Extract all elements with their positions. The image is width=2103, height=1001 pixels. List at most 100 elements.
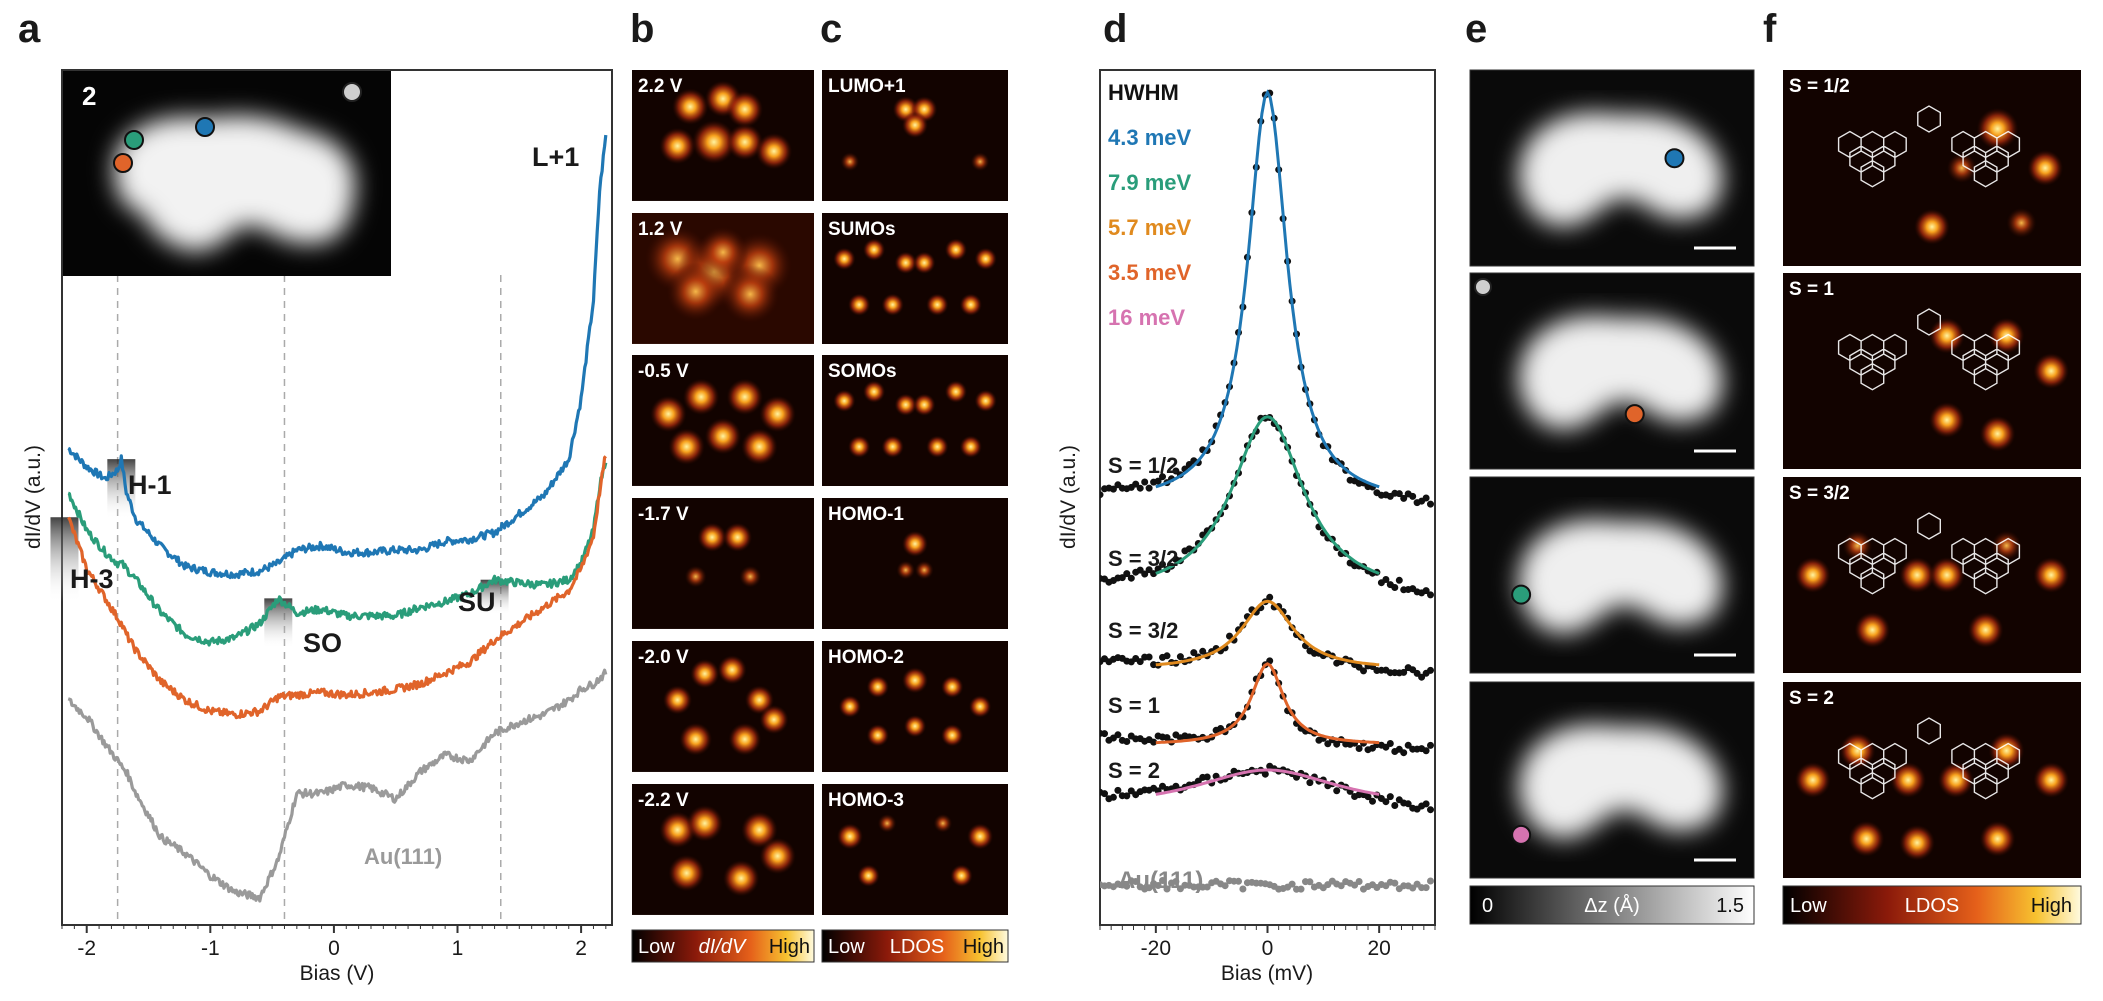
x-tick-label-0: -2	[77, 937, 96, 960]
inset-molecule	[114, 115, 355, 252]
tile-f-1-lattice	[1837, 308, 2021, 391]
tile-c-3-lobe-1	[896, 560, 915, 580]
tile-f-2-lobe-5	[2033, 557, 2070, 593]
tile-c-5-lobe-2	[933, 814, 953, 833]
tile-e-3	[1469, 681, 1755, 879]
hwhm-label-0: 4.3 meV	[1108, 125, 1191, 150]
tile-c-1-lobe-0	[833, 247, 856, 271]
tile-b-2-lobe-4	[668, 428, 705, 465]
label-h3: H-3	[70, 564, 114, 594]
tile-b-5: -2.2 V	[632, 784, 814, 915]
tile-b-3-lobe-1	[723, 522, 753, 552]
tile-c-0-lobe-3	[840, 152, 860, 171]
tile-f-2-lobe-2	[1899, 557, 1935, 593]
tile-f-1-lobe-3	[1929, 402, 1965, 438]
tile-c-4-label: HOMO-2	[828, 647, 904, 668]
tile-e-3-molecule	[1518, 724, 1723, 839]
tile-c-5-lobe-4	[857, 864, 880, 887]
tile-b-2-lobe-6	[741, 428, 778, 465]
tile-c-1-lobe-8	[926, 293, 949, 316]
inset-marker-blue	[195, 117, 215, 137]
tile-c-2-lobe-7	[881, 435, 904, 458]
tile-e-0-shape	[1518, 112, 1723, 227]
tile-c-1-lobe-7	[881, 293, 904, 316]
colorbar-e-mid: Δz (Å)	[1584, 894, 1640, 917]
tile-c-0: LUMO+1	[822, 70, 1008, 201]
tile-b-4-lobe-2	[662, 685, 693, 715]
panel-a-spectra	[67, 134, 608, 903]
colorbar-c-low: Low	[828, 936, 865, 958]
colorbar-b	[631, 929, 815, 963]
tile-f-2-lattice	[1837, 512, 2021, 595]
tile-b-3-label: -1.7 V	[638, 504, 689, 525]
tile-c-2-label: SOMOs	[828, 361, 897, 382]
tile-b-5-lobe-0	[659, 811, 696, 849]
tile-f-1-lobe-2	[2033, 353, 2070, 389]
panel-a-x-axis: -2 -1 0 1 2	[61, 925, 607, 960]
tile-b-0: 2.2 V	[632, 70, 814, 201]
tile-c-2-lobe-0	[833, 389, 856, 413]
tile-f-3-lobe-3	[1937, 762, 1974, 798]
tile-c-4-lobe-7	[941, 724, 964, 747]
series-orange	[67, 455, 607, 720]
tile-b-0-label: 2.2 V	[638, 76, 683, 97]
colorbar-f-mid: LDOS	[1905, 895, 1959, 917]
hwhm-label-4: 16 meV	[1108, 305, 1185, 330]
tile-f-0-lobe-2	[1946, 153, 1977, 183]
hwhm-label-3: 3.5 meV	[1108, 260, 1191, 285]
tile-f-2-lobe-3	[1929, 557, 1965, 593]
tile-f-3-label: S = 2	[1789, 688, 1834, 709]
tile-e-0	[1469, 69, 1755, 267]
tile-c-3-label: HOMO-1	[828, 504, 904, 525]
spin-label-0: S = 1/2	[1108, 453, 1178, 478]
tile-b-4-lobe-1	[717, 655, 747, 685]
tile-f-3-lobe-7	[1899, 824, 1935, 861]
panel-label-c: c	[820, 7, 842, 51]
tile-f-2-label: S = 3/2	[1789, 483, 1850, 504]
tile-f-1: S = 1	[1783, 273, 2081, 469]
panel-a-xlabel: Bias (V)	[300, 962, 375, 985]
tile-b-0-lobe-5	[726, 123, 764, 161]
tile-c-0-lobe-2	[901, 112, 929, 139]
tile-c-2-lobe-9	[959, 435, 982, 458]
panel-label-b: b	[630, 7, 654, 51]
tile-b-3: -1.7 V	[632, 498, 814, 629]
tile-c-5-label: HOMO-3	[828, 790, 904, 811]
label-l1: L+1	[532, 142, 579, 172]
colorbar-c-high: High	[963, 936, 1004, 958]
label-su: SU	[458, 587, 496, 617]
tile-f-1-label: S = 1	[1789, 279, 1834, 300]
tile-c-4-lobe-0	[838, 695, 862, 718]
colorbar-e-low: 0	[1482, 895, 1493, 917]
tile-c-1-label: SUMOs	[828, 219, 896, 240]
d-x-tick-label-2: 20	[1367, 937, 1390, 960]
tile-c-1-lobe-4	[944, 238, 968, 261]
tile-b-4: -2.0 V	[632, 641, 814, 772]
tile-b-2-lobe-3	[759, 395, 796, 433]
panel-a-frame	[61, 69, 613, 926]
tile-c-2-lobe-8	[926, 435, 949, 458]
tile-b-3-lobe-3	[739, 565, 762, 588]
colorbar-f	[1782, 885, 2082, 925]
x-tick-label-3: 1	[452, 937, 464, 960]
tile-c-2-lobe-6	[848, 435, 871, 458]
inset-marker-orange	[113, 153, 133, 173]
tile-c-1: SUMOs	[822, 213, 1008, 344]
series-au-111-	[67, 668, 608, 903]
tile-c-4: HOMO-2	[822, 641, 1008, 772]
panel-d-xlabel: Bias (mV)	[1221, 962, 1313, 985]
colorbar-e	[1469, 885, 1755, 925]
tile-e-3-marker	[1511, 824, 1532, 845]
tile-c-1-lobe-2	[894, 251, 917, 274]
x-tick-label-2: 0	[328, 937, 340, 960]
colorbar-b-high: High	[769, 936, 810, 958]
tile-c-1-lobe-6	[848, 293, 871, 316]
tile-b-0-lobe-0	[672, 88, 709, 125]
tile-b-4-label: -2.0 V	[638, 647, 689, 668]
x-tick-label-1: -1	[201, 937, 220, 960]
tile-b-5-lobe-5	[759, 837, 796, 875]
tile-b-0-lobe-2	[726, 91, 764, 128]
panel-d-x-axis: -20 0 20	[1099, 925, 1436, 960]
tile-f-2-lobe-6	[1854, 612, 1891, 648]
